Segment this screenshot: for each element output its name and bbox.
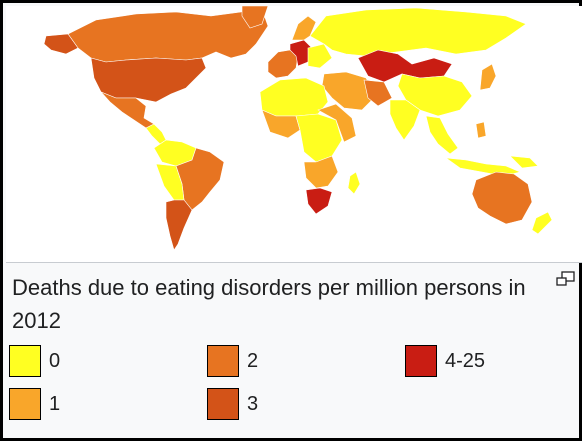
map-caption: Deaths due to eating disorders per milli… (12, 275, 526, 333)
legend-label-0: 0 (49, 349, 61, 372)
region-central-europe (289, 39, 313, 67)
legend-item-3: 3 (207, 387, 258, 421)
caption-divider (6, 262, 582, 263)
region-greenland (241, 6, 269, 29)
region-north-africa (259, 77, 329, 117)
legend-label-4: 4-25 (445, 349, 486, 372)
region-new-zealand (531, 211, 553, 235)
world-map-svg (43, 6, 553, 251)
region-western-europe (267, 49, 299, 79)
legend-label-2: 2 (247, 349, 259, 372)
legend-item-2: 2 (207, 344, 258, 378)
region-madagascar (347, 171, 361, 195)
legend-label-3: 3 (247, 392, 259, 415)
legend-swatch-3 (207, 388, 239, 420)
region-canada (67, 6, 269, 63)
region-russia (309, 7, 527, 57)
region-india (389, 99, 421, 141)
region-papua (509, 155, 539, 169)
region-philippines (475, 121, 487, 139)
legend-item-0: 0 (9, 344, 60, 378)
legend-item-4: 4-25 (405, 344, 485, 378)
region-indonesia (444, 157, 521, 177)
region-south-africa (305, 187, 333, 215)
region-japan (479, 63, 497, 91)
world-map[interactable] (6, 6, 582, 262)
region-southern-africa (303, 155, 339, 189)
legend-label-1: 1 (49, 392, 61, 415)
legend-swatch-2 (207, 345, 239, 377)
legend-swatch-0 (9, 345, 41, 377)
region-iran (363, 79, 393, 107)
region-central-america (145, 123, 167, 145)
region-southeast-asia (425, 115, 459, 155)
legend-swatch-1 (9, 388, 41, 420)
region-middle-east (321, 71, 377, 111)
region-alaska (43, 33, 79, 55)
region-australia (471, 171, 533, 225)
magnify-clip-icon[interactable] (556, 271, 576, 287)
region-china (397, 73, 473, 117)
region-argentina-chile (165, 199, 193, 251)
legend-swatch-4 (405, 345, 437, 377)
region-east-africa (317, 103, 357, 143)
region-scandinavia (291, 15, 317, 41)
region-central-africa (295, 113, 343, 163)
legend-item-1: 1 (9, 387, 60, 421)
region-eastern-europe (307, 43, 333, 69)
region-kazakhstan-mongolia (357, 49, 453, 83)
